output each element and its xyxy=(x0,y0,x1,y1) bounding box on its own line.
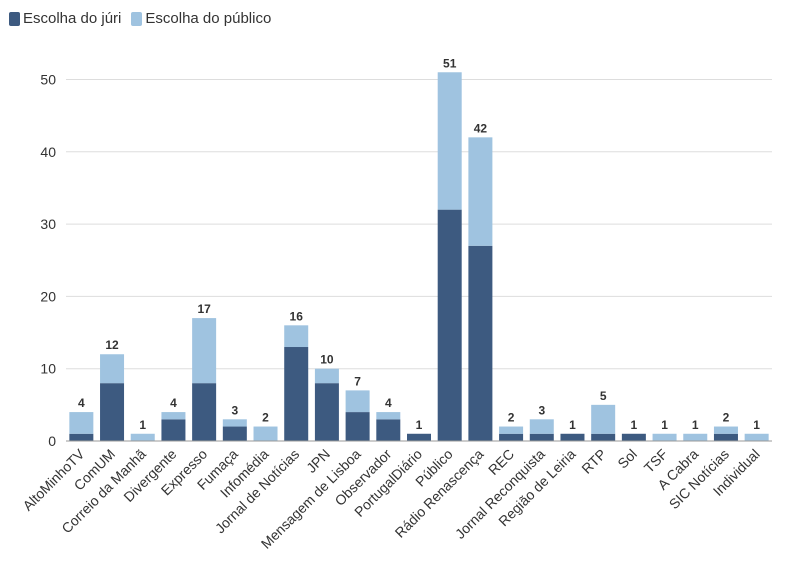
legend-label-public: Escolha do público xyxy=(145,10,272,27)
bar-jury xyxy=(591,433,616,441)
bar-public xyxy=(744,433,769,441)
bar-public xyxy=(437,72,462,210)
bar-jury xyxy=(69,433,94,441)
bar-public xyxy=(284,325,309,348)
y-tick-label: 20 xyxy=(40,288,56,304)
bar-public xyxy=(69,412,94,434)
bar-jury xyxy=(284,347,309,441)
bar-jury xyxy=(713,433,738,441)
bar-public xyxy=(683,433,708,441)
bar-public xyxy=(100,354,125,384)
bar-jury xyxy=(407,433,431,441)
bar-jury xyxy=(621,433,646,441)
bar-jury xyxy=(499,433,524,441)
data-label-total: 4 xyxy=(170,396,177,410)
data-label-total: 1 xyxy=(753,418,760,432)
legend-item-public[interactable]: Escolha do público xyxy=(131,10,271,27)
bar-jury xyxy=(376,419,401,441)
bar-jury xyxy=(222,426,247,441)
bar-jury xyxy=(314,383,339,441)
y-tick-label: 10 xyxy=(40,361,56,377)
bar-public xyxy=(591,404,616,434)
bar-public xyxy=(222,419,247,427)
bar-public xyxy=(652,433,677,441)
data-label-total: 1 xyxy=(692,418,699,432)
bar-jury xyxy=(100,383,125,441)
data-label-total: 2 xyxy=(723,411,730,425)
data-label-total: 1 xyxy=(631,418,638,432)
legend: Escolha do júri Escolha do público xyxy=(9,10,281,27)
data-label-total: 2 xyxy=(508,411,515,425)
bar-public xyxy=(253,426,278,441)
x-tick-label: Sol xyxy=(614,446,640,472)
data-label-total: 16 xyxy=(290,309,304,323)
data-label-total: 1 xyxy=(416,418,423,432)
data-label-total: 17 xyxy=(197,302,211,316)
legend-swatch-jury xyxy=(9,11,20,26)
y-tick-label: 40 xyxy=(40,144,56,160)
bar-jury xyxy=(161,419,186,441)
legend-swatch-public xyxy=(131,11,143,26)
y-tick-label: 30 xyxy=(40,216,56,232)
bar-jury xyxy=(529,433,554,441)
bar-public xyxy=(192,318,217,384)
bar-public xyxy=(499,426,524,434)
bar-public xyxy=(161,412,186,420)
data-label-total: 5 xyxy=(600,389,607,403)
data-label-total: 7 xyxy=(354,374,361,388)
bar-jury xyxy=(192,383,217,441)
bar-public xyxy=(314,368,339,384)
data-label-total: 51 xyxy=(443,56,457,70)
data-label-total: 1 xyxy=(139,418,146,432)
data-label-total: 1 xyxy=(661,418,668,432)
bar-public xyxy=(130,433,155,441)
bar-jury xyxy=(437,209,462,441)
bar-public xyxy=(376,412,401,420)
data-label-total: 42 xyxy=(474,121,488,135)
data-label-total: 10 xyxy=(320,353,334,367)
bar-jury xyxy=(560,433,585,441)
y-tick-label: 0 xyxy=(48,433,56,449)
data-label-total: 4 xyxy=(78,396,85,410)
legend-label-jury: Escolha do júri xyxy=(23,10,122,27)
x-tick-label: RTP xyxy=(578,446,609,477)
data-label-total: 4 xyxy=(385,396,392,410)
data-label-total: 3 xyxy=(231,403,238,417)
data-label-total: 12 xyxy=(105,338,119,352)
y-tick-label: 50 xyxy=(40,72,56,88)
bar-jury xyxy=(345,412,370,441)
data-label-total: 3 xyxy=(538,403,545,417)
bar-jury xyxy=(468,245,493,441)
bar-public xyxy=(468,137,493,246)
data-label-total: 2 xyxy=(262,411,269,425)
bar-public xyxy=(345,390,370,413)
legend-item-jury[interactable]: Escolha do júri xyxy=(9,10,121,27)
data-label-total: 1 xyxy=(569,418,576,432)
bar-public xyxy=(529,419,554,434)
bar-public xyxy=(713,426,738,434)
